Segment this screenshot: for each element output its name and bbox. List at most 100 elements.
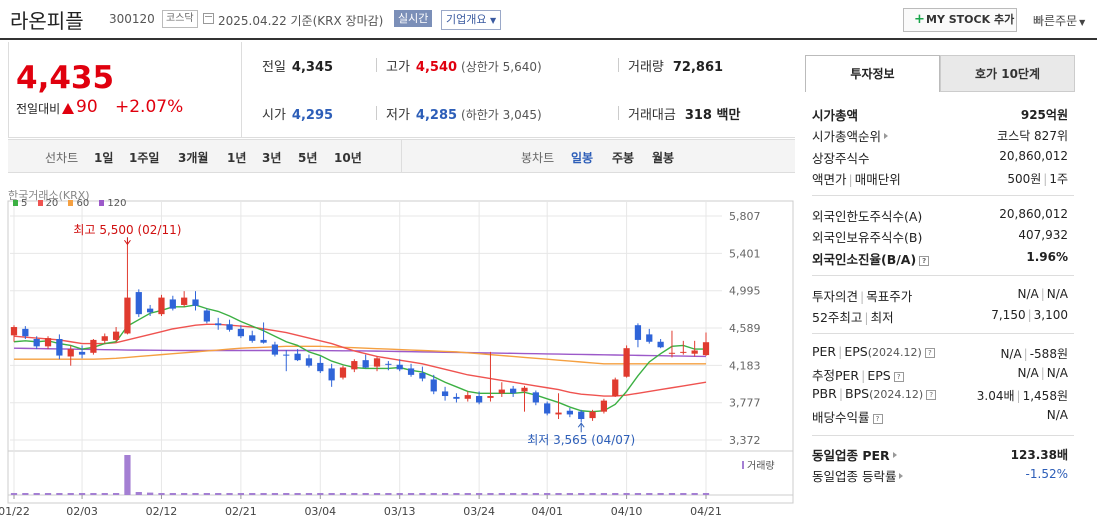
volume-bar [215,493,222,495]
volume-bar [464,493,471,495]
period-10y[interactable]: 10년 [334,151,362,165]
candle-body [203,310,210,322]
x-tick-label: 02/03 [66,505,98,518]
row-value: 20,860,012 [999,207,1068,221]
x-tick-label: 03/04 [304,505,336,518]
chevron-down-icon: ▼ [1079,18,1086,27]
period-1w[interactable]: 1주일 [129,151,160,165]
value-text: -588원 [1029,347,1068,361]
stat-label: 고가 [386,60,410,75]
help-icon[interactable]: ? [926,390,937,400]
row-sector-per[interactable]: 동일업종 PER 123.38배 [812,445,1074,465]
period-3y[interactable]: 3년 [262,151,282,165]
divider [812,195,1074,196]
stat-amount: 거래대금 318 백만 [628,104,740,123]
candle-body [475,396,483,403]
volume-bar [169,493,176,495]
volume-bar [702,493,710,495]
value-text: N/A [1046,366,1068,380]
company-overview-dropdown[interactable]: 기업개요 ▼ [441,10,502,30]
help-icon[interactable]: ? [919,256,930,266]
volume-bar [668,493,676,495]
stock-code: 300120 [109,12,155,26]
candle-body [407,368,415,375]
row-value: 코스닥 827위 [997,129,1068,143]
price-stats: 전일 4,345 고가 4,540 (상한가 5,640) 거래량 72,861 시가 4… [242,42,795,138]
row-label-text: 매매단위 [854,172,901,187]
volume-bar [351,493,358,495]
volume-bar [328,493,335,495]
help-icon[interactable]: ? [893,372,904,382]
tab-orderbook-10[interactable]: 호가 10단계 [940,55,1075,92]
stat-value: 4,295 [291,108,334,123]
x-tick-label: 03/24 [463,505,495,518]
candle-daily[interactable]: 일봉 [571,151,594,165]
stat-low: 저가 4,285 (하한가 3,045) [386,104,542,123]
row-market-cap-rank[interactable]: 시가총액순위 코스닥 827위 [812,126,1074,146]
separator: | [1027,308,1032,322]
candle-body [90,339,97,353]
value-text: N/A [1017,287,1039,301]
row-label: 배당수익률? [812,407,883,426]
row-value: 407,932 [1018,228,1068,242]
volume-bar [475,493,483,495]
volume-bar [67,493,74,495]
candle-monthly[interactable]: 월봉 [652,151,675,165]
moving-average-ma120 [13,347,707,358]
row-date: (2024.12) [869,388,924,401]
chevron-right-icon [892,452,897,458]
volume-bar [600,493,608,495]
period-5y[interactable]: 5년 [298,151,318,165]
stat-label: 저가 [386,108,410,123]
candle-weekly[interactable]: 주봉 [612,151,635,165]
row-label: 상장주식수 [812,151,870,166]
candle-body [589,411,596,419]
candle-body [226,324,233,330]
candle-body [192,299,199,306]
legend-swatch [37,200,43,206]
period-1d[interactable]: 1일 [94,151,114,165]
quick-order-dropdown[interactable]: 빠른주문 ▼ [1033,12,1085,29]
legend-swatch [13,200,18,206]
volume-bar [419,493,426,495]
candle-body [532,392,539,403]
stat-value: 4,540 [415,60,458,75]
candle-body [271,344,279,355]
chevron-right-icon [884,133,889,139]
candle-body [33,338,40,347]
price-chart[interactable]: 5,807 5,401 4,995 4,589 4,183 3,777 3,372 01/22… [0,173,795,531]
tab-investment-info[interactable]: 투자정보 [805,55,940,92]
row-label-text: 추정PER [812,368,860,383]
stock-name[interactable]: 라온피플 [10,9,84,33]
add-mystock-button[interactable]: + MY STOCK 추가 [903,8,1017,32]
row-value: 500원 | 1주 [1007,170,1068,187]
period-3m[interactable]: 3개월 [178,151,209,165]
volume-bar [555,493,562,495]
stat-open: 시가 4,295 [262,104,333,123]
row-par-value: 액면가 | 매매단위 500원 | 1주 [812,169,1074,189]
moving-average-ma20 [13,323,707,397]
row-label-text: 외국인소진율(B/A) [812,252,917,267]
separator: | [1040,366,1045,380]
x-tick-label: 02/12 [146,505,178,518]
add-mystock-label: MY STOCK 추가 [926,13,1015,26]
volume-bar [339,493,347,495]
row-value: -1.52% [1025,467,1068,481]
help-icon[interactable]: ? [872,414,883,424]
row-sector-return[interactable]: 동일업종 등락률 -1.52% [812,466,1074,486]
value-text: N/A [1017,366,1039,380]
realtime-button[interactable]: 실시간 [394,10,433,27]
value-text: N/A [1000,347,1022,361]
volume-bar [147,492,154,495]
row-label: 투자의견 | 목표주가 [812,286,912,305]
stat-label: 거래대금 [628,108,676,123]
legend-swatch [68,200,74,206]
legend-label: 60 [76,198,90,209]
period-1y[interactable]: 1년 [227,151,247,165]
candle-body [510,388,517,394]
row-date: (2024.12) [867,346,922,359]
row-label-text: EPS [844,344,868,359]
plus-icon: + [914,12,925,27]
help-icon[interactable]: ? [924,348,935,358]
